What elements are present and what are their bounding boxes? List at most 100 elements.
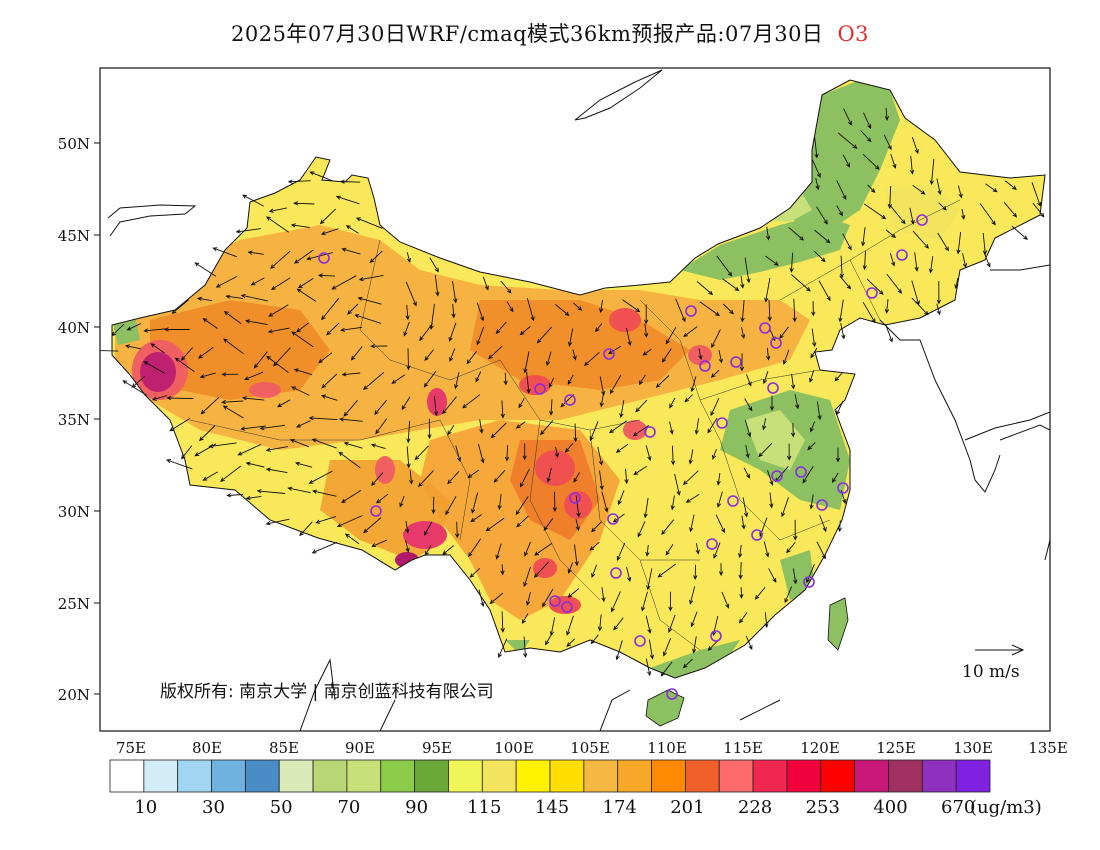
- wind-arrow: [433, 395, 439, 417]
- wind-arrow: [741, 327, 746, 339]
- wind-arrow: [682, 470, 699, 486]
- wind-arrow: [789, 252, 794, 273]
- wind-arrow: [816, 206, 828, 225]
- wind-arrow: [597, 614, 603, 632]
- wind-arrow: [597, 446, 604, 466]
- wind-arrow: [560, 394, 574, 408]
- wind-arrow: [784, 586, 793, 604]
- wind-arrow: [643, 304, 649, 325]
- wind-arrow: [661, 348, 672, 363]
- wind-arrow: [815, 177, 820, 191]
- wind-arrow: [343, 400, 358, 417]
- wind-arrow: [524, 541, 531, 557]
- wind-arrow: [762, 418, 767, 431]
- wind-arrow: [625, 327, 632, 347]
- wind-arrow: [566, 615, 574, 636]
- wind-arrow: [291, 386, 310, 396]
- colorbar-label: 30: [202, 797, 225, 818]
- wind-arrow: [309, 171, 334, 182]
- wind-arrow: [336, 515, 363, 528]
- wind-arrow: [369, 250, 383, 264]
- wind-arrow: [548, 377, 555, 389]
- wind-arrow: [765, 255, 779, 266]
- wind-arrow: [479, 419, 484, 434]
- wind-arrow: [684, 394, 694, 403]
- wind-arrow: [810, 347, 818, 359]
- wind-arrow: [357, 296, 382, 305]
- wind-arrow: [180, 347, 193, 361]
- wind-arrow: [493, 469, 506, 483]
- wind-arrow: [126, 323, 142, 331]
- wind-arrow: [265, 467, 288, 474]
- wind-arrow: [268, 207, 287, 213]
- wind-arrow: [567, 588, 580, 598]
- wind-arrow: [526, 297, 535, 322]
- wind-arrow: [936, 178, 942, 196]
- wind-arrow: [793, 519, 798, 541]
- wind-arrow: [542, 588, 554, 608]
- wind-arrow: [270, 250, 291, 269]
- wind-arrow: [609, 374, 622, 395]
- wind-arrow: [442, 396, 457, 415]
- city-marker: [710, 630, 722, 642]
- wind-arrow: [745, 635, 753, 651]
- colorbar-swatch: [278, 759, 314, 793]
- wind-arrow: [297, 277, 314, 289]
- wind-arrow: [374, 399, 387, 416]
- wind-arrow: [526, 371, 531, 394]
- city-marker: [666, 688, 678, 700]
- lat-tick-label: 45N: [58, 227, 90, 245]
- wind-arrow: [765, 226, 771, 241]
- wind-arrow: [375, 418, 388, 435]
- wind-arrow: [791, 274, 811, 292]
- wind-arrow: [331, 275, 357, 290]
- wind-arrow: [608, 420, 628, 434]
- wind-arrow: [812, 159, 821, 179]
- colorbar-label: 174: [603, 797, 637, 818]
- wind-arrow: [545, 635, 552, 646]
- wind-arrow: [326, 322, 340, 336]
- wind-arrow: [668, 614, 676, 633]
- wind-arrow: [599, 394, 604, 408]
- wind-arrow: [839, 275, 852, 290]
- wind-arrow: [171, 299, 189, 314]
- wind-arrow: [742, 497, 749, 518]
- wind-arrow: [265, 518, 290, 526]
- wind-arrow: [816, 401, 822, 421]
- wind-arrow: [208, 442, 237, 449]
- wind-arrow: [552, 491, 558, 513]
- wind-arrow: [293, 201, 315, 206]
- wind-arrow: [448, 322, 457, 342]
- city-marker: [607, 513, 619, 525]
- wind-arrow: [452, 281, 458, 304]
- wind-arrow: [362, 371, 385, 390]
- wind-arrow: [299, 521, 313, 537]
- wind-arrow: [401, 396, 411, 411]
- wind-arrow: [250, 277, 265, 286]
- wind-arrow: [406, 446, 411, 469]
- colorbar-label: 90: [405, 797, 428, 818]
- wind-arrow: [572, 349, 577, 361]
- wind-arrow: [370, 343, 388, 349]
- wind-arrow: [287, 486, 311, 494]
- wind-arrow: [837, 132, 858, 149]
- wind-arrow: [418, 470, 434, 488]
- wind-arrow: [166, 395, 194, 401]
- wind-arrow: [769, 395, 775, 412]
- wind-arrow: [746, 374, 752, 387]
- wind-arrow: [662, 638, 672, 657]
- lat-tick-label: 20N: [58, 686, 90, 704]
- wind-arrow: [495, 543, 502, 560]
- wind-arrow: [802, 465, 814, 484]
- wind-arrow: [912, 230, 929, 249]
- lon-tick-label: 100E: [494, 739, 534, 757]
- wind-arrow: [405, 539, 410, 553]
- city-marker: [816, 499, 828, 511]
- wind-arrow: [470, 514, 483, 523]
- wind-arrow: [523, 566, 531, 588]
- wind-arrow: [688, 449, 694, 465]
- wind-arrow: [521, 613, 529, 624]
- wind-arrow: [212, 247, 238, 258]
- lon-tick-label: 120E: [800, 739, 840, 757]
- wind-arrow: [641, 591, 648, 612]
